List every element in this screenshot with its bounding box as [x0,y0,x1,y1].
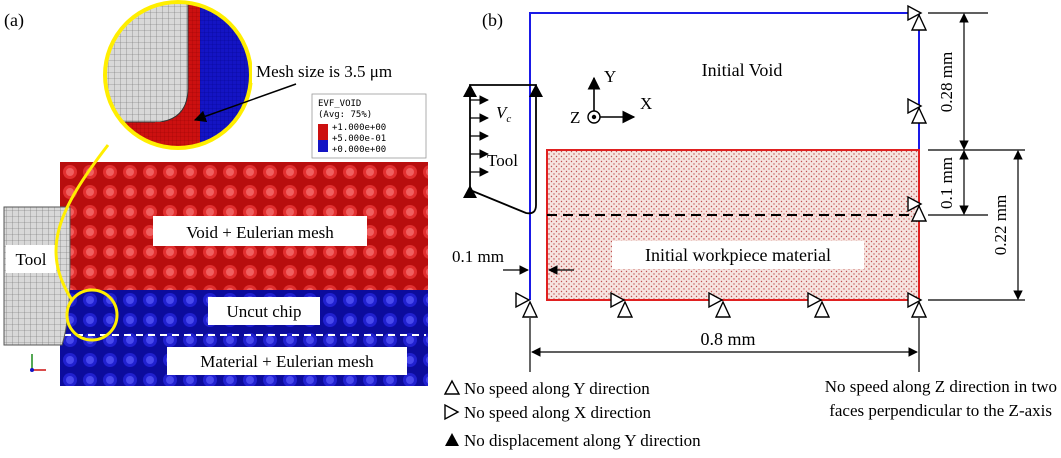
dim-uncut-depth: 0.1 mm [937,157,956,209]
legend-z-speed-line1: No speed along Z direction in two [825,377,1057,396]
void-label: Void + Eulerian mesh [186,223,334,242]
uncut-chip-label-box [208,297,320,325]
material-label: Material + Eulerian mesh [200,352,374,371]
legend-y-disp: No displacement along Y direction [464,431,701,450]
legend-y-speed: No speed along Y direction [464,379,650,398]
length-dimension [529,318,920,372]
x-constraint-icon [907,4,923,22]
tool-label-b: Tool [487,151,518,170]
y-constraint-icon [910,204,928,222]
legend-z-speed-line2: faces perpendicular to the Z-axis [829,401,1052,420]
tool-velocity-arrows [470,95,489,177]
bc-symbols [515,4,928,318]
axis-triad-icon [30,354,46,372]
vc-label: Vc [496,103,511,125]
coordinate-axes [587,76,636,124]
zoom-circle [103,0,253,150]
x-constraint-icon [907,97,923,115]
bc-legend: No speed along Y direction No speed alon… [443,377,1057,450]
dimension-lines [928,12,1025,301]
legend-entry-2: +5.000e-01 [332,134,386,144]
legend-subtitle: (Avg: 75%) [318,110,372,120]
y-constraint-icon [714,300,732,318]
dim-tool-gap: 0.1 mm [452,247,504,266]
void-region-outline [529,12,920,300]
mesh-size-arrow [193,83,297,123]
y-constraint-icon [910,106,928,124]
dim-length: 0.8 mm [700,329,755,349]
dim-workpiece-height: 0.22 mm [991,195,1010,255]
y-constraint-icon [521,300,539,318]
axis-z-label: Z [570,108,580,127]
legend-y-disp-icon [445,433,459,446]
tool-constraint-top-right-icon [529,84,543,97]
tool-label: Tool [16,250,47,269]
y-constraint-icon [910,13,928,31]
material-label-box [167,347,407,375]
x-constraint-icon [515,291,531,309]
workpiece-label: Initial workpiece material [645,245,831,265]
legend-x-speed: No speed along X direction [464,403,651,422]
legend-entry-3: +0.000e+00 [332,145,386,155]
x-constraint-icon [907,291,923,309]
axis-y-label: Y [604,67,616,86]
legend-title: EVF_VOID [318,99,361,109]
mesh-size-label: Mesh size is 3.5 μm [256,62,392,81]
x-constraint-icon [610,291,626,309]
legend-x-speed-icon [444,403,460,421]
tool-outline [469,84,537,215]
mesh-size-box [252,57,432,83]
dim-void-height: 0.28 mm [937,52,956,112]
initial-void-label: Initial Void [702,60,783,80]
y-constraint-icon [910,300,928,318]
axis-x-label: X [640,94,652,113]
panel-b-label: (b) [482,10,503,31]
void-label-box [153,216,367,246]
tool-label-box [6,245,56,273]
tool-constraint-top-left-icon [463,84,477,97]
legend-y-speed-icon [443,379,461,395]
x-constraint-icon [907,195,923,213]
x-constraint-icon [807,291,823,309]
uncut-chip-label: Uncut chip [226,302,301,321]
callout-small-circle [65,288,119,342]
workpiece-label-box [612,241,864,269]
workpiece-region [546,149,920,301]
tool-constraint-bottom-icon [463,185,477,198]
panel-a-label: (a) [4,10,24,31]
y-constraint-icon [813,300,831,318]
callout-connector [54,144,110,301]
contour-legend: EVF_VOID (Avg: 75%) +1.000e+00 +5.000e-0… [311,93,427,159]
legend-entry-1: +1.000e+00 [332,123,386,133]
x-constraint-icon [708,291,724,309]
y-constraint-icon [616,300,634,318]
